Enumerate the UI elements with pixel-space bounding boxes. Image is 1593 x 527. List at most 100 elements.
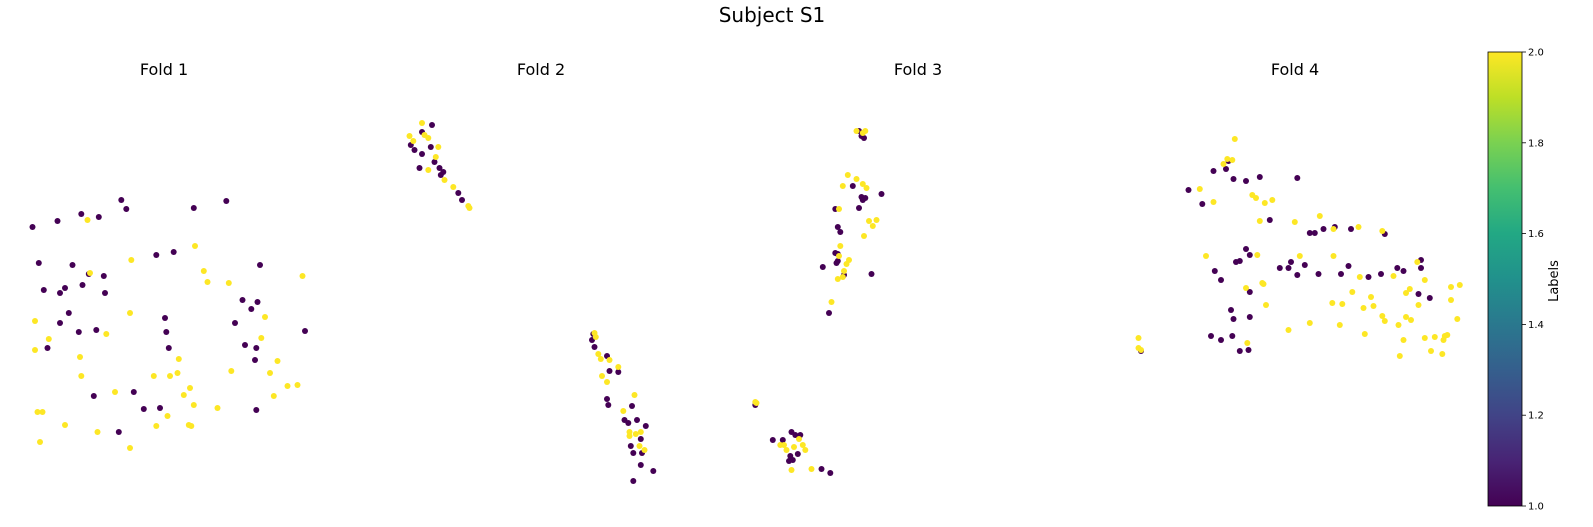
data-point xyxy=(861,135,867,141)
data-point xyxy=(642,423,649,429)
data-point xyxy=(1285,265,1292,271)
data-point xyxy=(1223,166,1229,172)
data-point xyxy=(839,183,846,189)
data-point xyxy=(615,369,622,375)
data-point xyxy=(792,432,799,438)
data-point xyxy=(225,280,232,286)
data-point xyxy=(1390,273,1397,279)
data-point xyxy=(837,243,844,249)
colorbar-frame xyxy=(1487,51,1523,507)
data-point xyxy=(1185,187,1192,193)
data-point xyxy=(641,447,648,453)
data-point xyxy=(1285,327,1292,333)
data-point xyxy=(267,370,273,376)
data-point xyxy=(1456,282,1463,288)
data-point xyxy=(837,229,844,235)
data-point xyxy=(1261,200,1268,206)
data-point xyxy=(1246,314,1253,320)
data-point xyxy=(258,335,265,341)
data-point xyxy=(200,268,207,274)
data-point xyxy=(859,130,866,136)
data-point xyxy=(78,373,85,379)
data-point xyxy=(425,167,432,173)
data-point xyxy=(103,331,110,337)
data-point xyxy=(1421,335,1428,341)
panel-title-fold-1: Fold 1 xyxy=(140,60,188,79)
data-point xyxy=(1228,307,1234,313)
data-point xyxy=(631,392,638,398)
data-point xyxy=(869,223,876,229)
data-point xyxy=(39,409,46,415)
data-point xyxy=(779,437,786,443)
data-point xyxy=(826,310,832,316)
data-point xyxy=(165,345,172,351)
data-point xyxy=(170,249,177,255)
panel-title-fold-3: Fold 3 xyxy=(894,60,942,79)
points-fold-2 xyxy=(406,120,657,484)
data-point xyxy=(853,128,860,134)
data-point xyxy=(270,393,277,399)
data-point xyxy=(1365,274,1372,280)
data-point xyxy=(1381,318,1388,324)
data-point xyxy=(239,297,246,303)
data-point xyxy=(1301,262,1308,268)
data-point xyxy=(836,253,842,259)
data-point xyxy=(257,262,263,268)
data-point xyxy=(118,197,125,203)
data-point xyxy=(1263,302,1269,308)
data-point xyxy=(1291,219,1298,225)
data-point xyxy=(606,368,613,374)
data-point xyxy=(1203,253,1209,259)
data-point xyxy=(192,243,198,249)
data-point xyxy=(650,468,657,474)
data-point xyxy=(162,315,168,321)
data-point xyxy=(1448,297,1454,303)
data-point xyxy=(878,191,885,197)
data-point xyxy=(140,406,147,412)
data-point xyxy=(1370,303,1377,309)
data-point xyxy=(1243,285,1249,291)
data-point xyxy=(1355,224,1362,230)
data-point xyxy=(427,144,434,150)
data-point xyxy=(1454,316,1461,322)
data-point xyxy=(1229,333,1236,339)
panel-fold-4: Fold 4 xyxy=(1135,60,1463,359)
data-point xyxy=(1330,253,1337,259)
data-point xyxy=(783,447,790,453)
data-point xyxy=(1236,348,1243,354)
colorbar-tick-label: 1.8 xyxy=(1528,138,1544,149)
data-point xyxy=(863,185,870,191)
data-point xyxy=(1400,337,1407,343)
data-point xyxy=(450,184,457,190)
data-point xyxy=(802,447,809,453)
data-point xyxy=(54,218,61,224)
data-point xyxy=(75,329,82,335)
colorbar-tick-label: 1.4 xyxy=(1528,320,1544,331)
data-point xyxy=(57,290,63,296)
data-point xyxy=(1378,271,1384,277)
data-point xyxy=(629,403,635,409)
data-point xyxy=(799,442,806,448)
data-point xyxy=(1135,335,1142,341)
data-point xyxy=(435,144,442,150)
data-point xyxy=(1208,333,1214,339)
data-point xyxy=(455,190,462,196)
data-point xyxy=(1294,175,1301,181)
data-point xyxy=(1396,353,1403,359)
data-point xyxy=(599,373,605,379)
data-point xyxy=(45,336,52,342)
data-point xyxy=(40,287,47,293)
data-point xyxy=(436,165,443,171)
data-point xyxy=(791,444,797,450)
data-point xyxy=(789,457,796,463)
data-point xyxy=(410,138,417,144)
data-point xyxy=(253,407,260,413)
data-point xyxy=(1245,347,1252,353)
data-point xyxy=(1243,178,1249,184)
data-point xyxy=(1276,265,1283,271)
data-point xyxy=(432,154,439,160)
data-point xyxy=(828,299,835,305)
data-point xyxy=(796,436,802,442)
data-point xyxy=(188,423,195,429)
data-point xyxy=(839,274,846,280)
